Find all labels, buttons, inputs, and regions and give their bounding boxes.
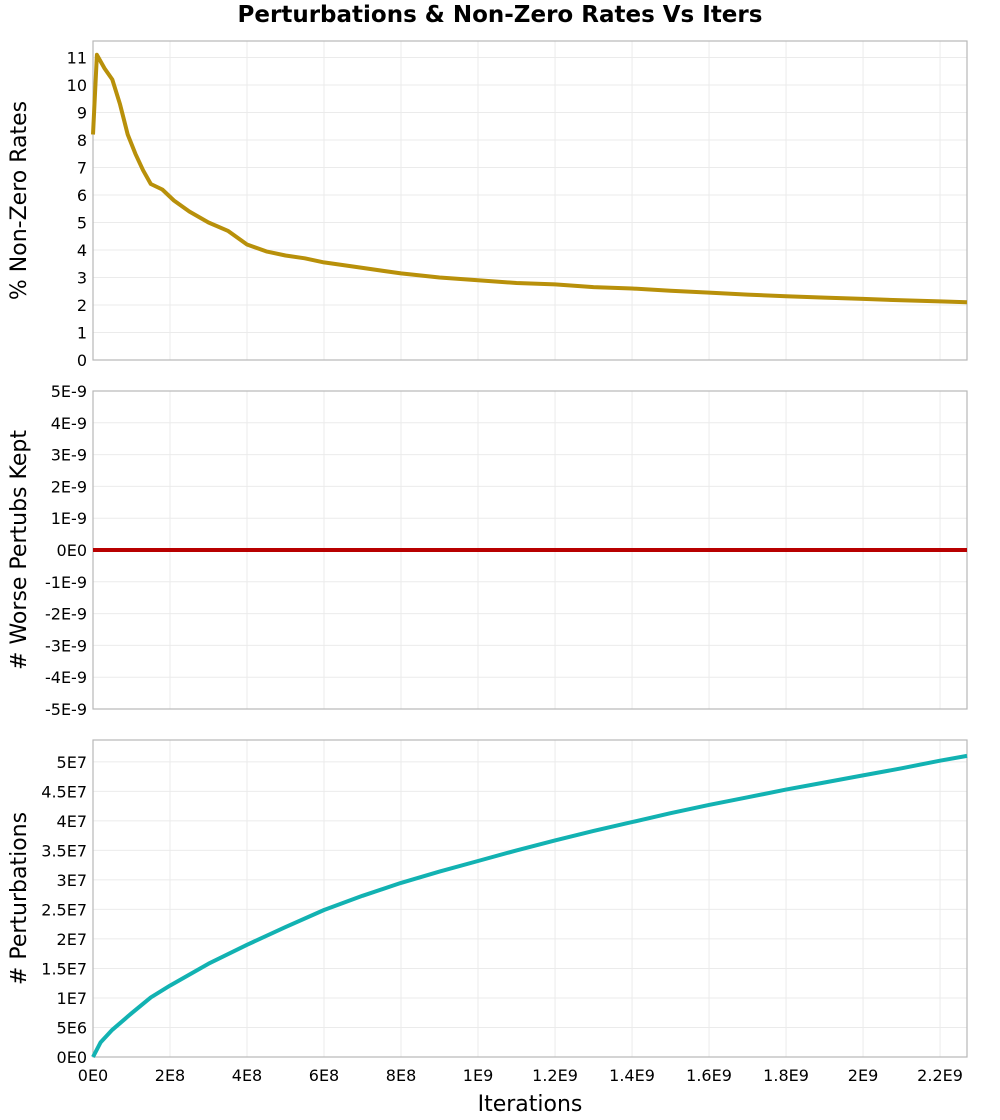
x-tick-label: 2.2E9 (917, 1066, 963, 1085)
x-tick-label: 1E9 (463, 1066, 493, 1085)
panel-non-zero-rates: 0 1 2 3 4 5 6 7 8 9 10 11 % Non-Zero Rates (7, 40, 968, 370)
y-tick-label: 5 (77, 214, 87, 233)
plot-frame (92, 739, 968, 1058)
x-axis-label: Iterations (478, 1092, 583, 1117)
y-tick-label: 3E7 (57, 871, 87, 890)
y-tick-label: -2E-9 (45, 605, 87, 624)
y-tick-label: 2E-9 (51, 477, 87, 496)
y-axis-label: % Non-Zero Rates (7, 101, 32, 300)
y-tick-label: -1E-9 (45, 573, 87, 592)
y-tick-label: 6 (77, 186, 87, 205)
y-axis-label: # Worse Pertubs Kept (7, 430, 32, 670)
y-tick-label: 4 (77, 241, 87, 260)
x-tick-label: 8E8 (386, 1066, 416, 1085)
x-tick-label: 0E0 (78, 1066, 108, 1085)
y-tick-label: 0E0 (57, 1048, 87, 1067)
x-axis: 0E0 2E8 4E8 6E8 8E8 1E9 1.2E9 1.4E9 1.6E9 1.8E9 2E… (78, 1066, 963, 1085)
y-tick-label: 4E-9 (51, 414, 87, 433)
y-tick-label: 10 (67, 76, 87, 95)
x-tick-label: 1.8E9 (763, 1066, 809, 1085)
panel-perturbations: 0E0 5E6 1E7 1.5E7 2E7 2.5E7 3E7 3.5E7 4E7 4.5E7 5E… (7, 739, 968, 1067)
y-tick-label: 3.5E7 (41, 841, 87, 860)
y-tick-label: 2E7 (57, 930, 87, 949)
y-tick-label: 3E-9 (51, 446, 87, 465)
y-tick-label: 9 (77, 104, 87, 123)
y-tick-label: 8 (77, 131, 87, 150)
y-tick-label: 1E7 (57, 989, 87, 1008)
chart-title: Perturbations & Non-Zero Rates Vs Iters (237, 2, 763, 28)
series-line-perturbations (91, 753, 968, 1058)
y-tick-label: 7 (77, 159, 87, 178)
y-tick-label: 5E6 (57, 1018, 87, 1037)
y-tick-label: 2.5E7 (41, 900, 87, 919)
y-tick-label: -4E-9 (45, 668, 87, 687)
x-tick-label: 1.6E9 (686, 1066, 732, 1085)
y-tick-label: 4.5E7 (41, 782, 87, 801)
y-axis-label: # Perturbations (7, 812, 32, 985)
y-tick-label: 5E7 (57, 753, 87, 772)
x-tick-label: 6E8 (309, 1066, 339, 1085)
x-tick-label: 1.4E9 (609, 1066, 655, 1085)
y-tick-label: -3E-9 (45, 636, 87, 655)
x-tick-label: 2E8 (155, 1066, 185, 1085)
x-tick-label: 1.2E9 (532, 1066, 578, 1085)
panel-worse-perturbs-kept: -5E-9 -4E-9 -3E-9 -2E-9 -1E-9 0E0 1E-9 2E-9 3E-9… (7, 382, 968, 719)
x-tick-label: 4E8 (232, 1066, 262, 1085)
plot-frame (92, 40, 968, 361)
y-tick-label: 1 (77, 324, 87, 343)
y-tick-label: 4E7 (57, 812, 87, 831)
x-tick-label: 2E9 (848, 1066, 878, 1085)
y-tick-label: -5E-9 (45, 700, 87, 719)
y-tick-label: 0E0 (57, 541, 87, 560)
y-tick-label: 1E-9 (51, 509, 87, 528)
y-tick-label: 3 (77, 269, 87, 288)
y-tick-label: 2 (77, 296, 87, 315)
series-line-non-zero-rates (91, 52, 968, 305)
y-tick-label: 0 (77, 351, 87, 370)
y-tick-label: 5E-9 (51, 382, 87, 401)
y-tick-label: 1.5E7 (41, 959, 87, 978)
y-tick-label: 11 (67, 49, 87, 68)
